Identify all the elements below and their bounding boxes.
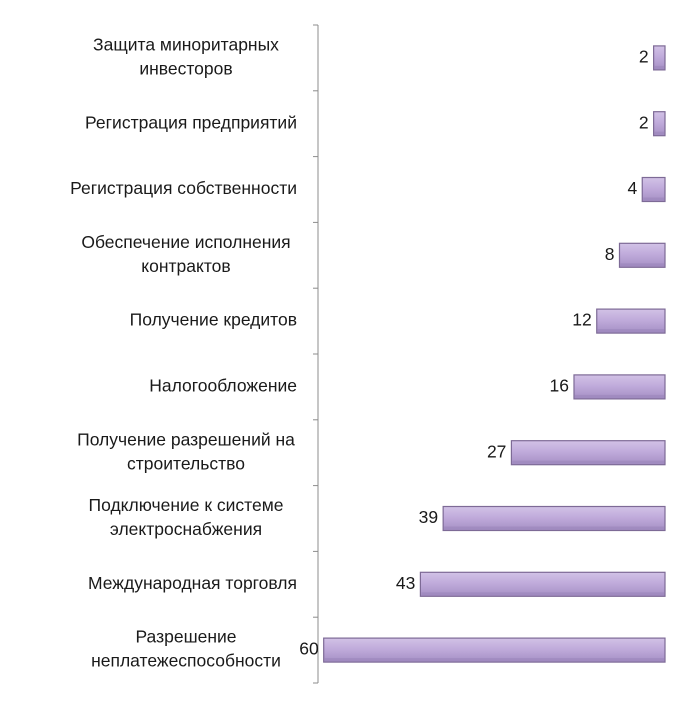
data-label: 2 (639, 47, 649, 67)
bar-shade (512, 460, 664, 464)
data-label: 27 (487, 441, 506, 461)
category-label: электроснабжения (110, 519, 262, 539)
bar (641, 176, 666, 203)
category-label: Защита миноритарных (93, 35, 279, 55)
category-label: контрактов (141, 256, 230, 276)
data-label: 60 (299, 639, 319, 659)
category-label: неплатежеспособности (91, 651, 281, 671)
category-label: Международная торговля (88, 573, 297, 593)
category-label: Регистрация предприятий (85, 112, 297, 132)
bar-shade (620, 263, 664, 267)
bar-shade (574, 394, 664, 398)
data-label: 8 (605, 244, 615, 264)
bar-shade (421, 592, 664, 596)
data-label: 2 (639, 112, 649, 132)
bar (653, 45, 666, 71)
data-label: 4 (628, 178, 638, 198)
bar-shade (643, 197, 664, 201)
category-label: Разрешение (135, 627, 236, 647)
data-label: 12 (572, 310, 591, 330)
category-label: Обеспечение исполнения (81, 232, 290, 252)
bar-shade (597, 329, 664, 333)
category-label: Налогообложение (149, 376, 297, 396)
bar-shade (324, 658, 664, 662)
bar (653, 111, 666, 137)
bar-shade (654, 65, 664, 69)
category-label: строительство (127, 453, 245, 473)
bar-shade (654, 131, 664, 135)
data-label: 43 (396, 573, 415, 593)
category-label: Подключение к системе (89, 495, 284, 515)
category-label: Получение разрешений на (77, 429, 295, 449)
category-label: инвесторов (139, 59, 232, 79)
category-label: Регистрация собственности (70, 178, 297, 198)
data-label: 16 (550, 376, 569, 396)
data-label: 39 (419, 507, 438, 527)
bar-shade (444, 526, 664, 530)
category-label: Получение кредитов (130, 310, 297, 330)
